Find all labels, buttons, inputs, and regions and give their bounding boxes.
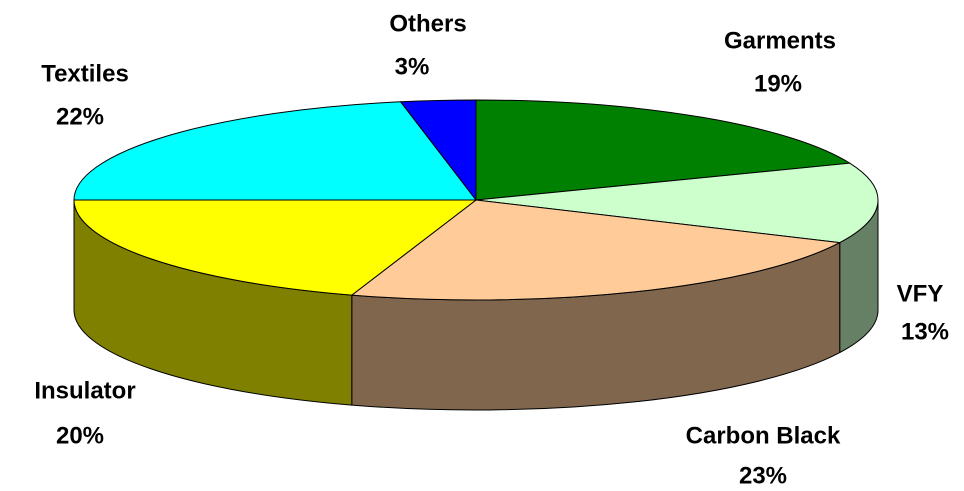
pie-sides <box>73 199 879 411</box>
slice-label: Insulator <box>34 377 135 404</box>
slice-label: Textiles <box>41 60 129 87</box>
slice-value-label: 13% <box>901 318 949 345</box>
slice-value-label: 23% <box>739 462 787 489</box>
slice <box>73 199 477 296</box>
slice-label: Garments <box>724 27 836 54</box>
slice-label: Carbon Black <box>686 422 841 449</box>
labels: Garments 19% VFY 13% Carbon Black 23% In… <box>34 10 949 489</box>
slice-label: VFY <box>897 280 944 307</box>
slice-value-label: 22% <box>56 103 104 130</box>
pie-tops <box>73 99 879 301</box>
slice-label: Others <box>389 10 466 37</box>
slice <box>475 99 851 201</box>
slice-value-label: 20% <box>56 422 104 449</box>
slice-value-label: 19% <box>754 70 802 97</box>
slice <box>351 199 841 301</box>
slice <box>475 162 879 244</box>
slice <box>400 99 477 201</box>
slice <box>73 101 477 201</box>
slice-value-label: 3% <box>395 53 430 80</box>
